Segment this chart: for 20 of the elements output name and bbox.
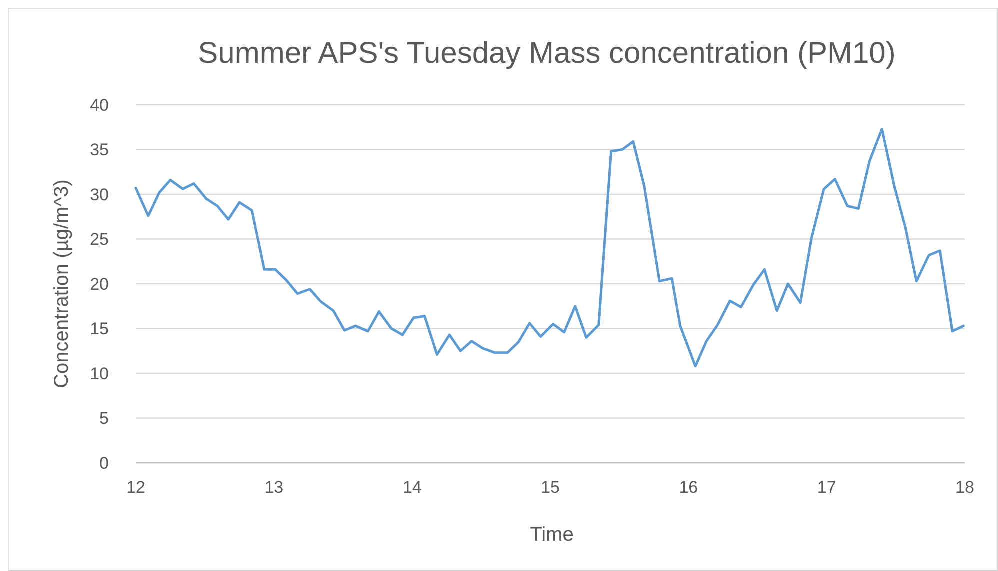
- chart-title: Summer APS's Tuesday Mass concentration (PM10): [198, 37, 896, 70]
- x-tick-label: 17: [817, 478, 836, 497]
- y-tick-label: 40: [90, 96, 109, 115]
- line-series: [134, 128, 965, 368]
- x-tick-label: 18: [956, 478, 974, 497]
- x-tick-label: 13: [264, 478, 284, 497]
- y-tick-label: 5: [100, 409, 109, 428]
- y-tick-label: 25: [90, 230, 109, 250]
- y-tick-label: 15: [90, 320, 109, 339]
- x-tick-label: 14: [402, 478, 422, 497]
- y-tick-label: 35: [90, 140, 109, 160]
- x-tick-label: 15: [541, 478, 560, 497]
- y-tick-label: 10: [90, 364, 109, 384]
- x-tick-label: 16: [679, 478, 698, 497]
- y-tick-label: 30: [90, 185, 109, 204]
- y-axis-title: Concentration (µg/m^3): [51, 180, 73, 388]
- y-tick-label: 0: [100, 454, 109, 473]
- x-tick-label: 12: [126, 478, 146, 497]
- y-tick-label: 20: [90, 274, 109, 294]
- x-axis-title: Time: [530, 524, 574, 546]
